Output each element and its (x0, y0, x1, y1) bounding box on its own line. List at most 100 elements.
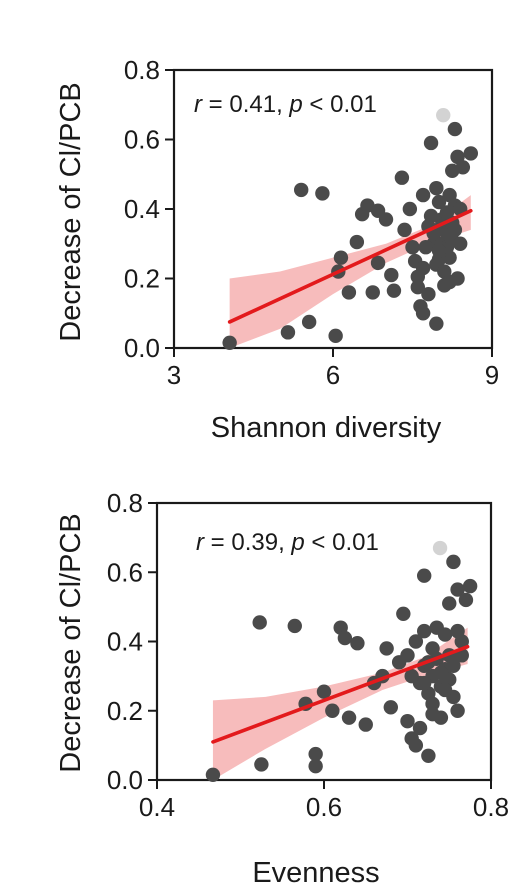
data-point (396, 606, 411, 621)
data-point (454, 634, 469, 649)
data-point (450, 703, 465, 718)
r-value: = 0.41, (202, 91, 289, 118)
data-point (365, 285, 380, 300)
data-point (415, 306, 431, 321)
data-point (431, 194, 447, 210)
data-point (437, 627, 453, 642)
data-point (429, 180, 444, 196)
y-tick-label: 0.6 (107, 557, 143, 587)
data-point (437, 682, 453, 698)
correlation-annotation: r = 0.41, p < 0.01 (194, 91, 377, 118)
data-point (433, 665, 449, 680)
data-point (316, 684, 332, 699)
y-axis-title: Decrease of Cl/PCB (55, 513, 87, 773)
data-point (453, 236, 468, 251)
x-axis-title: Evenness (252, 857, 379, 889)
data-point (308, 758, 323, 774)
data-point (431, 243, 447, 258)
data-point (349, 234, 365, 250)
data-point (294, 182, 309, 198)
y-tick-label: 0.0 (107, 765, 143, 795)
data-point (442, 250, 457, 265)
y-tick-label: 0.2 (107, 696, 143, 726)
data-point (254, 757, 269, 772)
data-point (446, 554, 461, 570)
data-point (386, 283, 402, 298)
data-point (404, 668, 419, 684)
data-point (394, 170, 410, 185)
data-point (400, 713, 415, 729)
data-point (455, 160, 471, 175)
data-point (417, 623, 432, 639)
data-point (415, 187, 431, 203)
correlation-annotation: r = 0.39, p < 0.01 (196, 529, 379, 556)
confidence-band (229, 195, 471, 348)
x-tick-label: 0.6 (306, 792, 342, 822)
data-point (463, 146, 478, 161)
data-point (287, 618, 302, 634)
y-tick-label: 0.2 (124, 264, 160, 294)
data-point (418, 240, 433, 255)
data-point (370, 255, 386, 271)
data-point (280, 325, 296, 340)
data-point (423, 135, 439, 151)
highlight-point (436, 107, 451, 123)
data-point (379, 641, 394, 656)
data-point (384, 267, 399, 283)
regression-line (211, 644, 470, 744)
data-point (400, 648, 415, 663)
data-point (222, 335, 237, 350)
data-point (341, 285, 357, 300)
data-point (423, 208, 439, 224)
y-tick-label: 0.8 (124, 55, 160, 85)
p-symbol: p (288, 91, 302, 118)
data-point (446, 658, 461, 673)
evenness-panel: 0.4 0.6 0.8 0.0 0.2 0.4 0.6 0.8 r = 0.39, p < 0… (55, 488, 509, 889)
data-point (333, 250, 349, 265)
data-point (442, 596, 457, 611)
p-value: < 0.01 (303, 91, 377, 118)
y-tick-label: 0.0 (124, 333, 160, 363)
data-point (405, 240, 420, 255)
x-tick-label: 3 (167, 360, 181, 390)
y-tick-label: 0.4 (107, 627, 143, 657)
x-tick-label: 9 (485, 360, 499, 390)
data-point (308, 746, 323, 762)
data-point (301, 314, 317, 330)
data-point (341, 710, 357, 725)
data-point (397, 222, 412, 238)
data-point (315, 186, 330, 201)
x-tick-label: 6 (326, 360, 340, 390)
x-tick-label: 0.8 (473, 792, 509, 822)
y-tick-label: 0.6 (124, 125, 160, 155)
r-symbol: r (196, 529, 205, 556)
data-point (410, 279, 425, 295)
data-point (425, 707, 440, 722)
shannon-diversity-panel: 3 6 9 0.0 0.2 0.4 0.6 0.8 r = 0.41, p < 0.01 Sh… (55, 55, 499, 444)
p-value: < 0.01 (305, 529, 379, 556)
y-tick-label: 0.8 (107, 488, 143, 518)
data-point (337, 630, 353, 646)
data-point (378, 212, 394, 227)
data-point (417, 675, 432, 691)
y-axis-title: Decrease of Cl/PCB (55, 82, 87, 342)
data-point (462, 578, 478, 594)
data-point (358, 717, 373, 732)
data-point (447, 222, 463, 238)
data-point (328, 328, 343, 344)
data-point (442, 274, 457, 290)
data-point (252, 615, 267, 630)
x-tick-label: 0.4 (139, 792, 175, 822)
data-point (415, 260, 431, 276)
y-tick-label: 0.4 (124, 194, 160, 224)
data-point (458, 592, 474, 608)
data-point (350, 636, 365, 651)
data-point (417, 568, 432, 583)
data-point (205, 767, 221, 783)
regression-line (227, 208, 473, 324)
data-point (383, 700, 398, 715)
data-point (408, 738, 424, 753)
data-point (421, 286, 436, 302)
r-symbol: r (194, 91, 203, 118)
